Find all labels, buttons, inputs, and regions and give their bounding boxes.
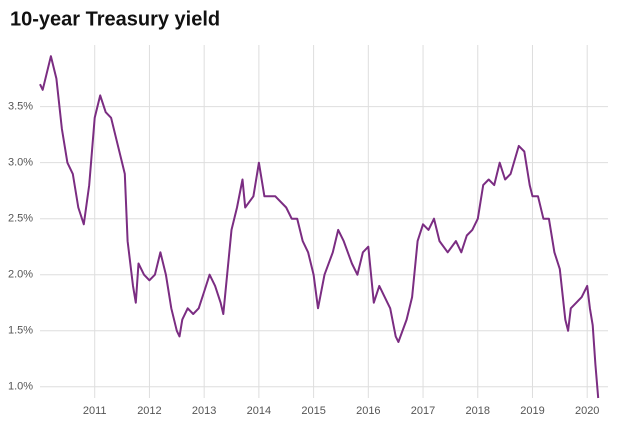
chart-title: 10-year Treasury yield — [10, 8, 220, 30]
line — [39, 55, 600, 399]
y-tick-label: 3.0% — [8, 157, 33, 169]
x-tick-label: 2020 — [575, 405, 599, 417]
x-tick-label: 2019 — [520, 405, 544, 417]
x-tick-label: 2013 — [192, 405, 216, 417]
x-tick-label: 2011 — [83, 405, 107, 417]
x-tick-label: 2018 — [466, 405, 490, 417]
x-tick-label: 2014 — [247, 405, 271, 417]
y-tick-label: 2.5% — [8, 213, 33, 225]
x-tick-label: 2012 — [137, 405, 161, 417]
y-tick-label: 1.0% — [8, 381, 33, 393]
x-tick-label: 2016 — [356, 405, 380, 417]
y-tick-label: 3.5% — [8, 101, 33, 113]
y-tick-label: 2.0% — [8, 269, 33, 281]
x-tick-label: 2015 — [301, 405, 325, 417]
x-tick-label: 2017 — [411, 405, 435, 417]
y-tick-label: 1.5% — [8, 325, 33, 337]
